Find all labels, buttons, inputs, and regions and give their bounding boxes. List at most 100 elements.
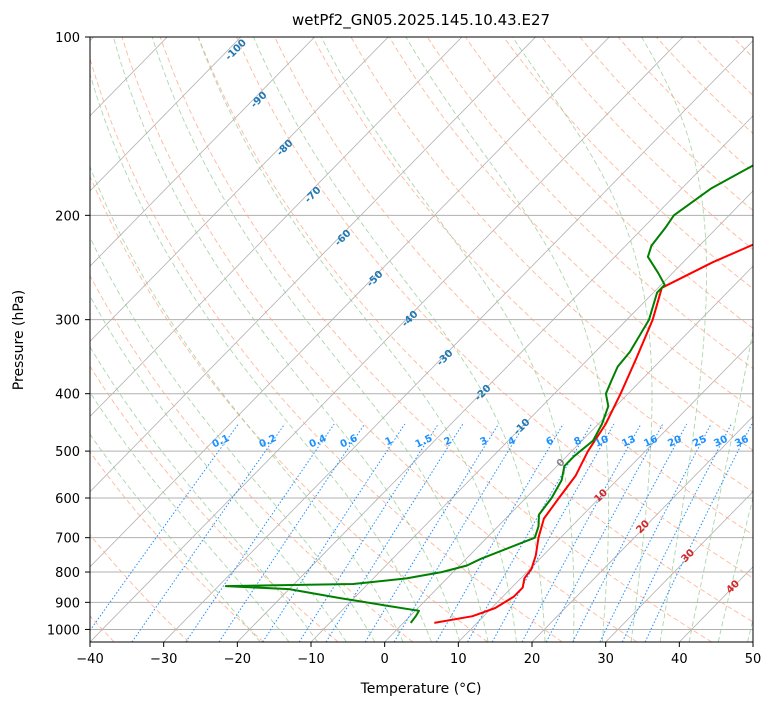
dry-adiabat-label: -100	[223, 37, 249, 63]
x-tick-label: 0	[381, 652, 389, 667]
mixing-ratio-line	[521, 423, 642, 642]
isotherm-line	[90, 37, 315, 267]
y-tick-label: 100	[55, 31, 80, 46]
moist-adiabat-line	[405, 37, 610, 642]
grid-layer	[90, 10, 775, 642]
dry-adiabat-line	[350, 37, 753, 451]
dry-adiabat-line	[90, 175, 488, 642]
data-layer	[224, 164, 753, 624]
dry-adiabat-line	[541, 37, 753, 251]
dry-adiabat-line	[90, 57, 563, 642]
mixing-ratio-label: 6	[544, 435, 555, 448]
mixing-ratio-line	[131, 423, 286, 642]
moist-adiabat-line	[90, 391, 290, 642]
mixing-ratio-label: 30	[712, 434, 729, 450]
x-tick-label: 10	[450, 652, 467, 667]
dry-adiabat-line	[274, 37, 753, 536]
dry-adiabat-line	[388, 37, 753, 410]
dry-adiabat-label: -40	[400, 309, 421, 330]
mixing-ratio-line	[325, 423, 464, 642]
isotherm-line	[163, 40, 753, 642]
dry-adiabat-line	[503, 37, 753, 290]
isotherm-line	[384, 265, 753, 642]
x-tick-label: −20	[224, 652, 251, 667]
mixing-ratio-label: 13	[620, 434, 637, 450]
mixing-ratio-line	[621, 423, 732, 642]
moist-adiabat-line	[197, 37, 517, 642]
mixing-ratio-label: 36	[733, 434, 750, 450]
mixing-ratio-label: 16	[642, 434, 659, 450]
dry-adiabat-line	[90, 451, 264, 642]
x-tick-label: −10	[297, 652, 324, 667]
mixing-ratio-line	[298, 423, 439, 642]
mixing-ratio-line	[435, 423, 564, 642]
moist-adiabat-label: 20	[634, 518, 652, 536]
dry-adiabat-label: -30	[435, 348, 456, 369]
y-tick-label: 500	[55, 445, 80, 460]
x-tick-label: 50	[745, 652, 762, 667]
dry-adiabat-line	[236, 37, 753, 579]
mixing-ratio-line	[491, 423, 615, 642]
isotherm-line	[605, 491, 753, 642]
dry-adiabat-label: -50	[365, 269, 386, 290]
moist-adiabat-line	[511, 37, 653, 642]
dry-adiabat-label: -80	[275, 138, 296, 159]
moist-adiabat-label: 30	[679, 547, 697, 565]
x-tick-label: −40	[76, 652, 103, 667]
moist-adiabat-line	[320, 37, 575, 642]
dry-adiabat-line	[655, 37, 753, 135]
y-tick-label: 300	[55, 314, 80, 329]
y-tick-label: 400	[55, 388, 80, 403]
moist-adiabat-line	[90, 72, 432, 642]
x-tick-label: 20	[524, 652, 541, 667]
y-tick-label: 200	[55, 209, 80, 224]
y-axis-label: Pressure (hPa)	[11, 290, 27, 390]
dewpoint-profile-line	[224, 164, 753, 624]
x-tick-label: 30	[597, 652, 614, 667]
mixing-ratio-line	[644, 423, 753, 642]
isotherm-line	[90, 37, 536, 493]
dry-adiabat-label: -60	[333, 228, 354, 249]
moist-adiabat-line	[90, 346, 319, 642]
dry-adiabat-label: -20	[473, 383, 494, 404]
mixing-ratio-line	[545, 423, 664, 642]
dry-adiabat-line	[579, 37, 753, 212]
mixing-ratio-line	[185, 423, 335, 642]
moist-adiabat-line	[112, 37, 461, 642]
dry-adiabat-line	[617, 37, 753, 173]
isotherm-line	[752, 641, 753, 642]
isotherm-line	[237, 115, 753, 642]
mixing-ratio-line	[364, 423, 500, 642]
mixing-ratio-label: 25	[691, 434, 708, 450]
isotherm-line	[310, 190, 753, 642]
x-tick-label: 40	[671, 652, 688, 667]
plot-frame	[89, 36, 754, 643]
dry-adiabat-line	[744, 10, 775, 642]
x-axis-label: Temperature (°C)	[360, 681, 482, 697]
moist-adiabat-line	[90, 295, 347, 642]
moist-adiabat-line	[688, 328, 753, 642]
mixing-ratio-label: 1	[383, 435, 394, 448]
moist-adiabat-line	[90, 165, 404, 642]
isotherm-line	[90, 37, 610, 568]
moist-adiabat-line	[641, 37, 707, 642]
dry-adiabat-line	[197, 37, 753, 623]
mixing-ratio-label: 8	[572, 435, 583, 448]
moist-adiabat-line	[717, 496, 753, 642]
isotherm-line	[458, 340, 753, 642]
isopleth-labels: -100-90-80-70-60-50-40-30-20-10010203040…	[211, 37, 751, 596]
y-tick-label: 1000	[47, 623, 80, 638]
temperature-profile-line	[434, 243, 753, 624]
moist-adiabat-line	[151, 37, 489, 642]
mixing-ratio-label: 3	[478, 435, 489, 448]
dry-adiabat-line	[90, 534, 190, 642]
moist-adiabat-line	[90, 433, 261, 642]
y-tick-label: 600	[55, 492, 80, 507]
dry-adiabat-line	[121, 37, 638, 642]
x-tick-label: −30	[150, 652, 177, 667]
dry-adiabat-label: -10	[512, 417, 533, 438]
mixing-ratio-label: 20	[666, 434, 683, 450]
mixing-ratio-label: 4	[506, 435, 517, 448]
mixing-ratio-line	[599, 423, 712, 642]
